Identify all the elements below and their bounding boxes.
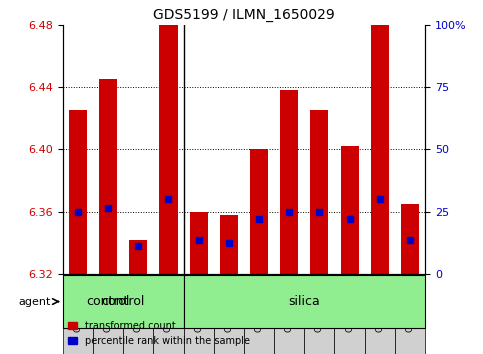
FancyBboxPatch shape [184, 274, 213, 354]
FancyBboxPatch shape [213, 274, 244, 354]
FancyBboxPatch shape [63, 275, 184, 328]
Bar [341, 146, 358, 274]
Text: control: control [86, 295, 130, 308]
Bar [280, 90, 298, 274]
Bar [250, 149, 268, 274]
FancyBboxPatch shape [395, 274, 425, 354]
Bar [99, 79, 117, 274]
Text: control: control [101, 295, 145, 308]
Bar [401, 204, 419, 274]
Bar [371, 22, 389, 274]
FancyBboxPatch shape [123, 274, 154, 354]
FancyBboxPatch shape [365, 274, 395, 354]
Bar [311, 110, 328, 274]
Text: agent: agent [18, 297, 51, 307]
FancyBboxPatch shape [304, 274, 334, 354]
Bar [69, 110, 87, 274]
FancyBboxPatch shape [63, 274, 93, 354]
FancyBboxPatch shape [184, 275, 425, 328]
Text: silica: silica [288, 295, 320, 308]
FancyBboxPatch shape [93, 274, 123, 354]
FancyBboxPatch shape [334, 274, 365, 354]
Title: GDS5199 / ILMN_1650029: GDS5199 / ILMN_1650029 [153, 8, 335, 22]
FancyBboxPatch shape [274, 274, 304, 354]
Legend: transformed count, percentile rank within the sample: transformed count, percentile rank withi… [68, 321, 250, 346]
Bar [159, 22, 178, 274]
Bar [189, 212, 208, 274]
Bar [129, 240, 147, 274]
FancyBboxPatch shape [154, 274, 184, 354]
FancyBboxPatch shape [244, 274, 274, 354]
Bar [220, 215, 238, 274]
